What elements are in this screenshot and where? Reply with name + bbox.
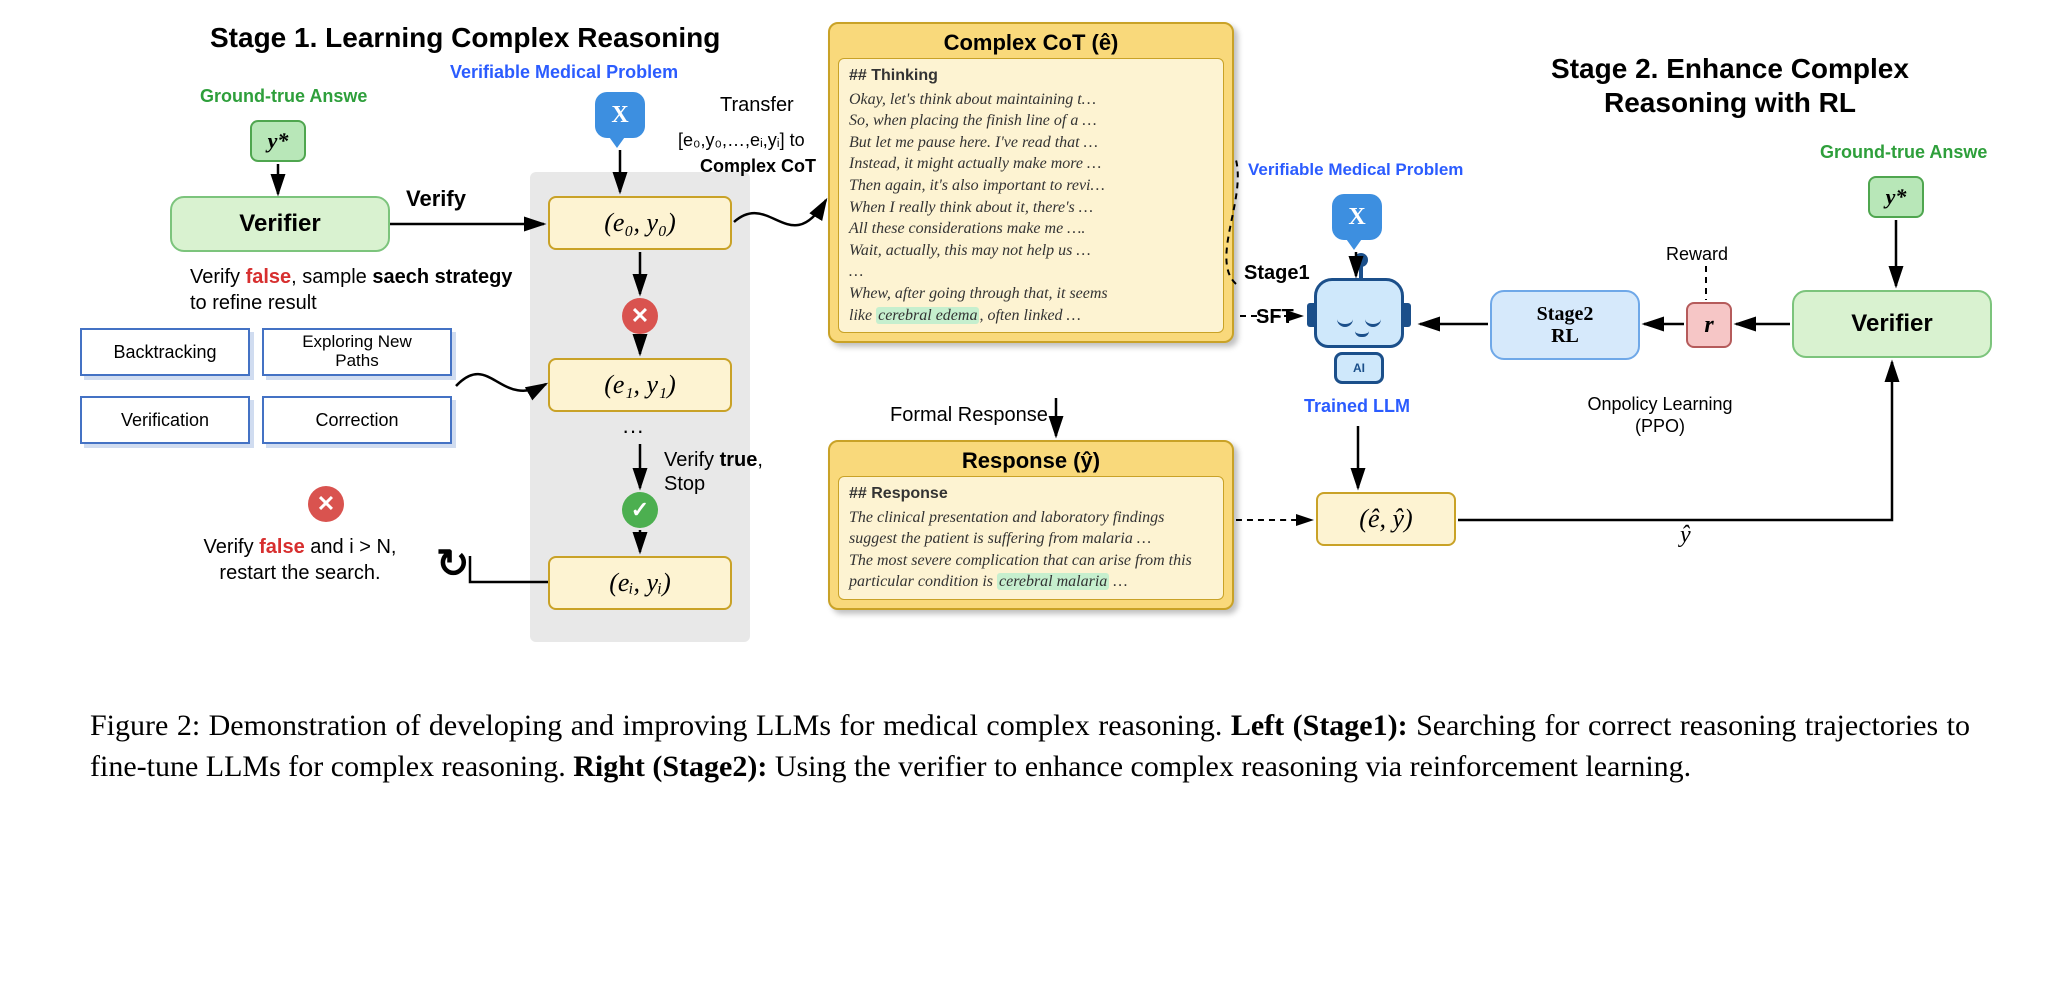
stage1-verify-label: Verify (406, 186, 466, 212)
stage2-verifier: Verifier (1792, 290, 1992, 358)
verify-true-label: Verify true,Stop (664, 448, 763, 496)
transfer-l1: Transfer (720, 94, 794, 117)
cot-title: Complex CoT (ê) (830, 24, 1232, 58)
check-icon: ✓ (622, 492, 658, 528)
strategy-backtracking: Backtracking (80, 328, 250, 376)
stage1-verifier: Verifier (170, 196, 390, 252)
cot-card: Complex CoT (ê) ## Thinking Okay, let's … (828, 22, 1234, 343)
stage1-gt-label: Ground-true Answe (200, 86, 367, 107)
strategy-correction: Correction (262, 396, 452, 444)
stage1-ystar: y* (250, 120, 306, 162)
ehat-yhat-box: (ê, ŷ) (1316, 492, 1456, 546)
verify-false-note: Verify false, sample saech strategy to r… (190, 264, 512, 316)
stage2-x-token: X (1332, 194, 1382, 240)
yhat-label: ŷ (1680, 522, 1691, 549)
stage1-x-token: X (595, 92, 645, 138)
stage2-ystar: y* (1868, 176, 1924, 218)
ey1-box: (e₁, y₁) (548, 358, 732, 412)
strategy-exploring: Exploring NewPaths (262, 328, 452, 376)
stage1-x-label: Verifiable Medical Problem (450, 62, 678, 83)
trained-llm-label: Trained LLM (1304, 396, 1410, 417)
response-card: Response (ŷ) ## Response The clinical pr… (828, 440, 1234, 610)
transfer-l2: [e₀,y₀,…,eᵢ,yᵢ] to (678, 130, 805, 151)
strategy-verification: Verification (80, 396, 250, 444)
stage2-x-tail (1344, 236, 1364, 250)
robot-icon: AI (1304, 278, 1414, 408)
stage2-stage1-lbl: Stage1 (1244, 262, 1310, 285)
formal-response-label: Formal Response (890, 404, 1048, 427)
stage2-sft-lbl: SFT (1256, 306, 1294, 329)
r-token: r (1686, 302, 1732, 348)
stage1-title: Stage 1. Learning Complex Reasoning (210, 22, 720, 54)
figure-caption: Figure 2: Demonstration of developing an… (90, 706, 1970, 787)
stage2-title: Stage 2. Enhance Complex Reasoning with … (1480, 52, 1980, 119)
stage2-x-label: Verifiable Medical Problem (1248, 160, 1488, 180)
transfer-l3: Complex CoT (700, 156, 816, 177)
stage1-x-tail (607, 134, 627, 148)
ey0-box: (e₀, y₀) (548, 196, 732, 250)
stage2-gt-label: Ground-true Answe (1820, 142, 1987, 163)
stage2-rl-pill: Stage2 RL (1490, 290, 1640, 360)
restart-icon: ↻ (436, 540, 470, 587)
ey-dots: ··· (622, 418, 644, 444)
restart-note: Verify false and i > N,restart the searc… (160, 534, 440, 586)
response-title: Response (ŷ) (830, 442, 1232, 476)
onpolicy-label: Onpolicy Learning (PPO) (1540, 394, 1780, 437)
cross-icon-restart: ✕ (308, 486, 344, 522)
cot-body: ## Thinking Okay, let's think about main… (838, 58, 1224, 333)
eyi-box: (eᵢ, yᵢ) (548, 556, 732, 610)
reward-label: Reward (1666, 244, 1728, 265)
response-body: ## Response The clinical presentation an… (838, 476, 1224, 600)
cross-icon-1: ✕ (622, 298, 658, 334)
